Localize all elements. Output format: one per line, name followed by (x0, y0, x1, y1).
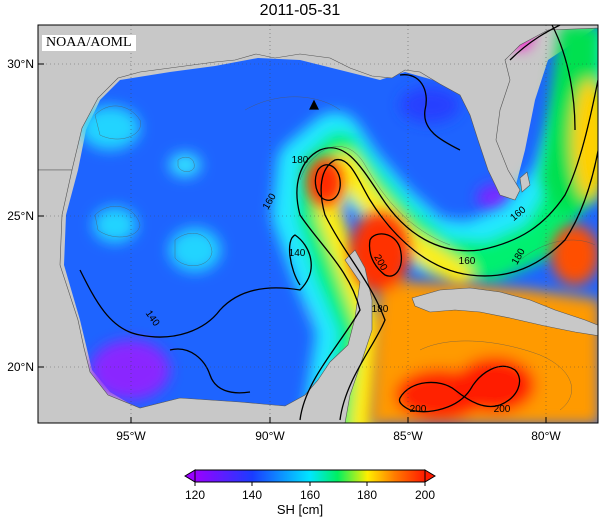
credit-label: NOAA/AOML (42, 35, 136, 51)
map-frame (37, 24, 599, 424)
cuba-land (411, 287, 598, 336)
contour-180-loop (320, 147, 598, 421)
map-title: 2011-05-31 (259, 2, 341, 19)
colorbar-tick-120: 120 (185, 488, 205, 502)
colorbar-tick-140: 140 (242, 488, 262, 502)
colorbar-gradient (194, 469, 426, 483)
colorbar-label: SH [cm] (276, 502, 324, 517)
contour-atlantic-2 (551, 25, 576, 131)
central-cyan-patch (169, 228, 221, 272)
contour-label-160-east: 160 (459, 256, 476, 267)
mexico-land (38, 169, 373, 423)
lon-label-85w: 85°W (393, 429, 423, 443)
lon-label-80w: 80°W (531, 429, 561, 443)
east-caribbean-red (551, 225, 598, 285)
colorbar-tick-200: 200 (415, 488, 435, 502)
caribbean-high-2 (455, 357, 535, 413)
lat-label-20n: 20°N (7, 360, 34, 374)
eastern-low-ne (400, 87, 460, 123)
central-cyan-patch-2 (169, 153, 201, 177)
west-cyan-patch-2 (93, 207, 137, 243)
lat-label-30n: 30°N (7, 57, 34, 71)
lat-label-25n: 25°N (7, 209, 34, 223)
contour-140-south (169, 348, 251, 394)
contour-140-west (79, 234, 312, 338)
contour-label-200-south-1: 200 (410, 404, 427, 415)
florida-keys-land (519, 171, 531, 193)
contour-atlantic (509, 25, 561, 61)
colorbar-tick-180: 180 (357, 488, 377, 502)
colorbar-tick-160: 160 (300, 488, 320, 502)
station-marker-icon: ▲ (309, 97, 319, 112)
contour-label-180-north: 180 (292, 155, 309, 166)
west-cyan-patch (80, 106, 140, 150)
contour-160-eastgulf (296, 79, 598, 421)
thin-contour-5 (299, 146, 451, 246)
thin-contour-4 (177, 157, 195, 172)
contour-label-140-central: 140 (289, 248, 306, 259)
colorbar-high-extension (424, 469, 436, 483)
thin-contour-8 (519, 239, 596, 261)
contour-160-loop-far (399, 74, 461, 151)
contour-label-200-south-2: 200 (494, 404, 511, 415)
contour-label-180-florida: 180 (372, 304, 389, 315)
thin-contour-7 (244, 96, 341, 111)
lon-label-90w: 90°W (255, 429, 285, 443)
colorbar-low-extension (184, 469, 196, 483)
colorbar: 120 140 160 180 200 (184, 469, 436, 502)
contour-200-caribbean (398, 365, 521, 413)
contour-200-eddy (314, 164, 341, 201)
shallow-low-west (90, 340, 170, 400)
us-gulf-coast-land (38, 25, 598, 201)
contour-200-loop-core (368, 233, 402, 277)
lon-label-95w: 95°W (116, 429, 146, 443)
eddy-core-red (307, 158, 343, 206)
